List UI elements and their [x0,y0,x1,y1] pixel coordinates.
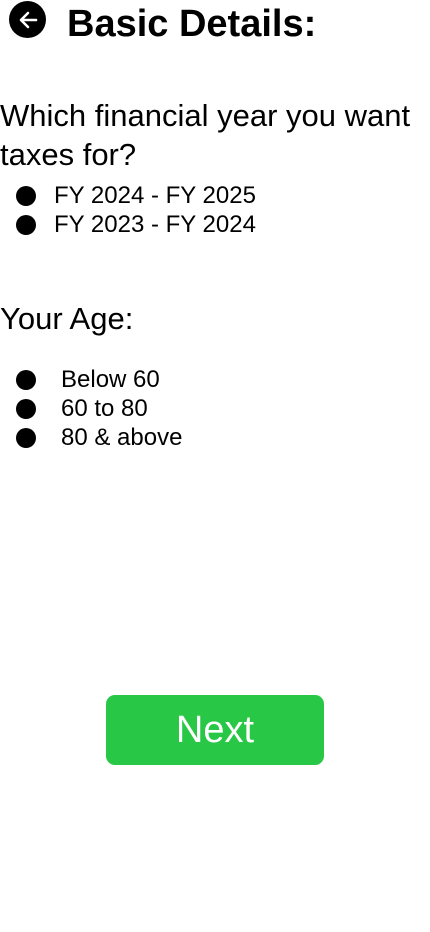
age-option-80-and-above[interactable]: 80 & above [16,424,182,452]
fy-option-2024-2025[interactable]: FY 2024 - FY 2025 [16,182,256,210]
radio-dot-icon [16,186,36,206]
age-question: Your Age: [0,301,134,336]
financial-year-question: Which financial year you want taxes for? [0,98,411,172]
fy-option-label: FY 2024 - FY 2025 [54,182,256,209]
page-title: Basic Details: [67,3,317,45]
age-option-60-to-80[interactable]: 60 to 80 [16,395,148,423]
age-option-label: 80 & above [61,424,183,451]
arrow-left-icon [19,11,37,28]
radio-dot-icon [16,428,36,448]
header: Basic Details: [0,0,430,50]
radio-dot-icon [16,370,36,390]
age-option-below-60[interactable]: Below 60 [16,366,160,394]
fy-option-label: FY 2023 - FY 2024 [54,211,256,238]
radio-dot-icon [16,399,36,419]
age-option-label: 60 to 80 [61,395,148,422]
next-button[interactable]: Next [106,695,324,765]
age-option-label: Below 60 [61,366,160,393]
radio-dot-icon [16,215,36,235]
fy-option-2023-2024[interactable]: FY 2023 - FY 2024 [16,211,256,239]
back-button[interactable] [9,1,46,38]
